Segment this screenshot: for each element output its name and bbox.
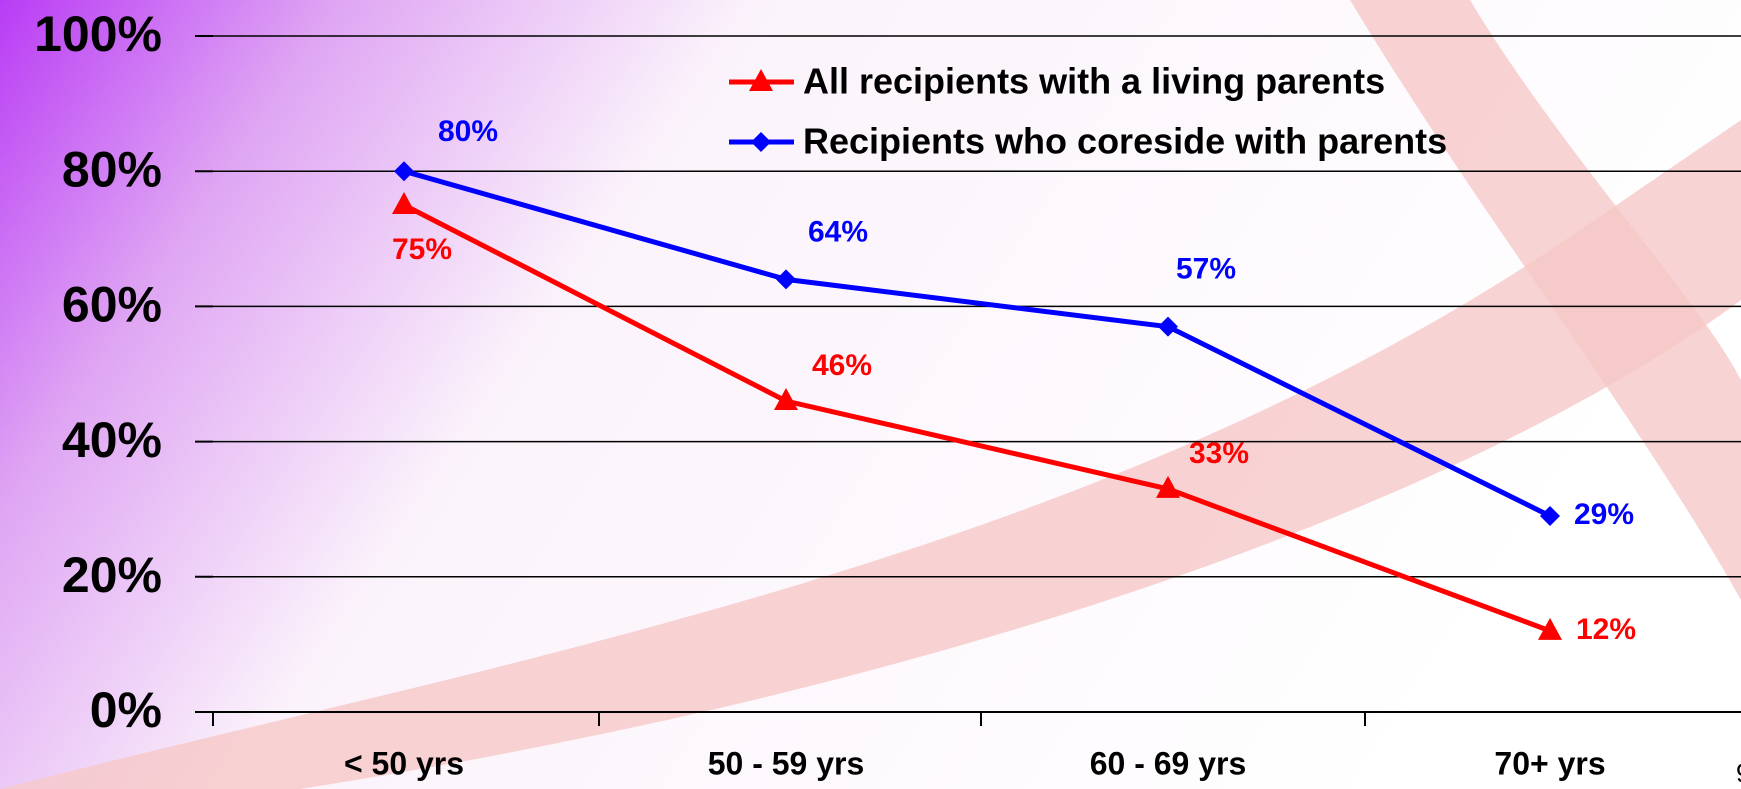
marker <box>776 269 796 290</box>
marker <box>1158 316 1178 337</box>
series-line <box>402 202 1551 634</box>
page-number: 9 <box>1736 758 1741 788</box>
y-tick-label: 40% <box>62 412 162 468</box>
series-line <box>403 168 1552 519</box>
marker <box>749 69 773 91</box>
x-tick-label: 50 - 59 yrs <box>708 745 865 781</box>
data-label: 12% <box>1576 613 1636 646</box>
legend-label: All recipients with a living parents <box>803 61 1385 102</box>
y-tick-label: 60% <box>62 277 162 333</box>
marker <box>392 192 416 214</box>
marker <box>751 132 771 152</box>
marker <box>774 388 798 411</box>
data-label: 75% <box>392 233 452 266</box>
y-tick-label: 20% <box>62 547 162 603</box>
y-tick-label: 100% <box>34 6 162 62</box>
x-tick-label: < 50 yrs <box>344 745 464 781</box>
marker <box>1540 505 1560 526</box>
data-label: 29% <box>1574 498 1634 531</box>
legend-label: Recipients who coreside with parents <box>803 121 1447 162</box>
data-label: 57% <box>1176 253 1236 286</box>
ribbon <box>0 120 1741 789</box>
ribbon <box>1350 0 1741 600</box>
marker <box>394 161 414 182</box>
x-tick-label: 60 - 69 yrs <box>1090 745 1247 781</box>
marker <box>1156 475 1180 498</box>
data-label: 33% <box>1189 437 1249 470</box>
data-label: 80% <box>438 115 498 148</box>
x-tick-label: 70+ yrs <box>1494 745 1605 781</box>
marker <box>1538 617 1562 640</box>
y-tick-label: 80% <box>62 141 162 197</box>
y-tick-label: 0% <box>90 682 162 738</box>
data-label: 46% <box>812 349 872 382</box>
data-label: 64% <box>808 215 868 248</box>
